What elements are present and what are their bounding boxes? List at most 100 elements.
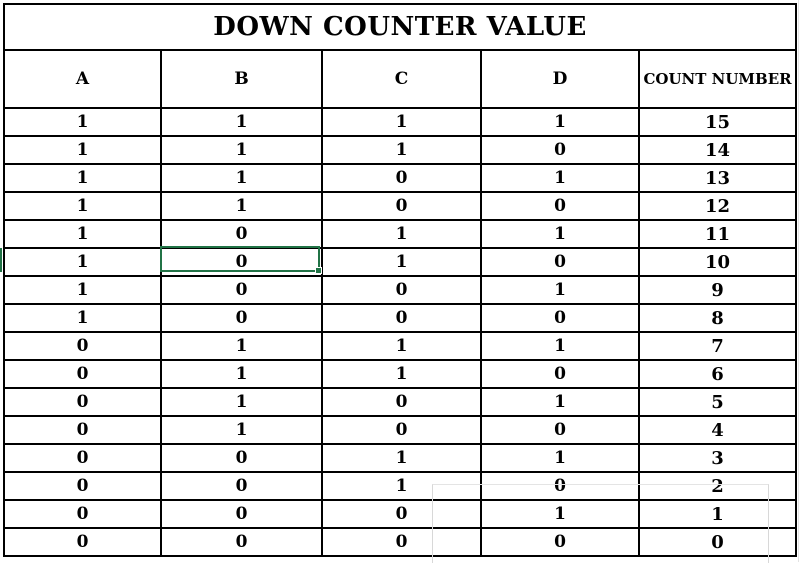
cell-b[interactable]: 1 <box>160 331 323 361</box>
cell-c[interactable]: 1 <box>321 219 482 249</box>
table-row: 1 0 1 1 11 <box>3 219 798 249</box>
cell-d[interactable]: 1 <box>480 107 640 137</box>
cell-a[interactable]: 0 <box>3 471 162 501</box>
cell-d[interactable]: 0 <box>480 471 640 501</box>
cell-a[interactable]: 0 <box>3 415 162 445</box>
cell-d[interactable]: 0 <box>480 303 640 333</box>
cell-d[interactable]: 0 <box>480 191 640 221</box>
cell-b[interactable]: 1 <box>160 107 323 137</box>
cell-d[interactable]: 1 <box>480 387 640 417</box>
cell-count-number[interactable]: 13 <box>637 163 798 193</box>
cell-a[interactable]: 0 <box>3 387 162 417</box>
cell-b[interactable]: 0 <box>160 275 323 305</box>
cell-a[interactable]: 1 <box>3 303 162 333</box>
cell-c[interactable]: 1 <box>321 247 482 277</box>
cell-a[interactable]: 1 <box>3 191 162 221</box>
cell-d[interactable]: 0 <box>480 415 640 445</box>
table-title[interactable]: DOWN COUNTER VALUE <box>2 3 798 51</box>
cell-count-number[interactable]: 7 <box>637 331 798 361</box>
cell-a[interactable]: 0 <box>3 331 162 361</box>
cell-a[interactable]: 1 <box>3 247 162 277</box>
cell-c[interactable]: 1 <box>321 107 482 137</box>
cell-count-number[interactable]: 6 <box>637 359 798 389</box>
table-row: 1 1 1 1 15 <box>3 107 798 137</box>
cell-d[interactable]: 0 <box>480 359 640 389</box>
header-row: A B C D COUNT NUMBER <box>3 49 798 109</box>
cell-b[interactable]: 1 <box>160 415 323 445</box>
cell-d[interactable]: 0 <box>480 247 640 277</box>
cell-c[interactable]: 1 <box>321 443 482 473</box>
cell-b[interactable]: 1 <box>160 163 323 193</box>
cell-b[interactable]: 0 <box>160 219 323 249</box>
header-cell-b[interactable]: B <box>160 49 323 109</box>
cell-c[interactable]: 0 <box>321 499 482 529</box>
cell-count-number[interactable]: 4 <box>637 415 798 445</box>
cell-a[interactable]: 0 <box>3 527 162 557</box>
cell-c[interactable]: 1 <box>321 471 482 501</box>
cell-c[interactable]: 0 <box>321 527 482 557</box>
cell-count-number[interactable]: 8 <box>637 303 798 333</box>
cell-d[interactable]: 0 <box>480 135 640 165</box>
cell-c[interactable]: 0 <box>321 387 482 417</box>
cell-a[interactable]: 0 <box>3 443 162 473</box>
header-cell-a[interactable]: A <box>3 49 162 109</box>
cell-count-number[interactable]: 2 <box>637 471 798 501</box>
cell-b[interactable]: 1 <box>160 387 323 417</box>
cell-count-number[interactable]: 1 <box>637 499 798 529</box>
cell-a[interactable]: 1 <box>3 275 162 305</box>
cell-d[interactable]: 1 <box>480 163 640 193</box>
cell-count-number[interactable]: 11 <box>637 219 798 249</box>
table-row: 1 1 0 0 12 <box>3 191 798 221</box>
cell-count-number[interactable]: 14 <box>637 135 798 165</box>
cell-count-number[interactable]: 10 <box>637 247 798 277</box>
cell-b[interactable]: 0 <box>160 247 323 277</box>
cell-a[interactable]: 1 <box>3 219 162 249</box>
down-counter-table: DOWN COUNTER VALUE A B C D COUNT NUMBER … <box>2 3 798 557</box>
cell-count-number[interactable]: 15 <box>637 107 798 137</box>
cell-c[interactable]: 0 <box>321 191 482 221</box>
cell-b[interactable]: 1 <box>160 135 323 165</box>
title-row: DOWN COUNTER VALUE <box>2 3 798 51</box>
cell-c[interactable]: 0 <box>321 303 482 333</box>
cell-b[interactable]: 1 <box>160 359 323 389</box>
cell-d[interactable]: 1 <box>480 499 640 529</box>
cell-b[interactable]: 0 <box>160 303 323 333</box>
cell-count-number[interactable]: 3 <box>637 443 798 473</box>
cell-c[interactable]: 0 <box>321 275 482 305</box>
cell-a[interactable]: 0 <box>3 499 162 529</box>
cell-a[interactable]: 1 <box>3 163 162 193</box>
cell-b[interactable]: 0 <box>160 527 323 557</box>
header-cell-c[interactable]: C <box>321 49 482 109</box>
cell-c[interactable]: 1 <box>321 359 482 389</box>
cell-b[interactable]: 0 <box>160 471 323 501</box>
cell-c[interactable]: 0 <box>321 415 482 445</box>
cell-a[interactable]: 1 <box>3 135 162 165</box>
cell-c[interactable]: 0 <box>321 163 482 193</box>
cell-d[interactable]: 1 <box>480 219 640 249</box>
cell-count-number[interactable]: 5 <box>637 387 798 417</box>
cell-count-number[interactable]: 0 <box>637 527 798 557</box>
cell-count-number[interactable]: 9 <box>637 275 798 305</box>
cell-a[interactable]: 0 <box>3 359 162 389</box>
cell-d[interactable]: 0 <box>480 527 640 557</box>
cell-b[interactable]: 0 <box>160 499 323 529</box>
cell-d[interactable]: 1 <box>480 275 640 305</box>
cell-a[interactable]: 1 <box>3 107 162 137</box>
cell-d[interactable]: 1 <box>480 331 640 361</box>
cell-c[interactable]: 1 <box>321 331 482 361</box>
cell-count-number[interactable]: 12 <box>637 191 798 221</box>
header-cell-d[interactable]: D <box>480 49 640 109</box>
cell-b[interactable]: 1 <box>160 191 323 221</box>
header-cell-count-number[interactable]: COUNT NUMBER <box>637 49 798 109</box>
cell-d[interactable]: 1 <box>480 443 640 473</box>
cell-c[interactable]: 1 <box>321 135 482 165</box>
table-row: 1 1 1 0 14 <box>3 135 798 165</box>
cell-b[interactable]: 0 <box>160 443 323 473</box>
